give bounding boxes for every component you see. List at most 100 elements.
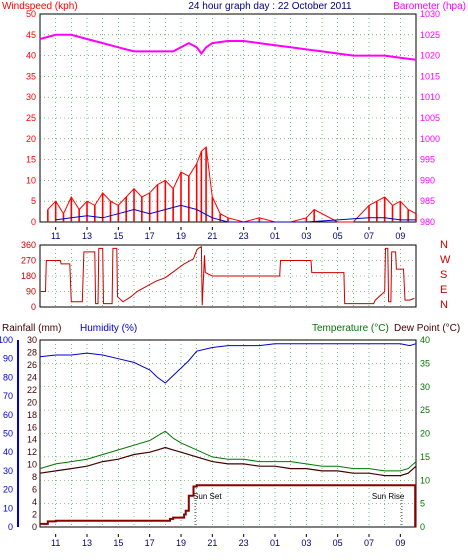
compass-label: S: [440, 269, 447, 281]
compass-label: N: [440, 239, 448, 251]
humidity-tick-label: 40: [3, 447, 13, 457]
barometer-axis-title: Barometer (hpa): [393, 1, 466, 12]
compass-label: E: [440, 284, 447, 296]
direction-tick-label: 360: [21, 240, 36, 250]
wind-xtick-label: 19: [176, 231, 186, 241]
rainfall-tick-label: 30: [27, 335, 37, 345]
barometer-tick-label: 1000: [420, 134, 440, 144]
barometer-line: [39, 33, 417, 61]
temp-xtick-label: 11: [51, 538, 60, 548]
windspeed-tick-label: 15: [26, 155, 36, 165]
windspeed-tick-label: 5: [31, 196, 36, 206]
rainfall-tick-label: 24: [27, 372, 37, 382]
temperature-tick-label: 30: [420, 382, 430, 392]
dewpoint-line: [39, 446, 417, 477]
rainfall-tick-label: 22: [27, 385, 37, 395]
wind-xtick-label: 23: [239, 231, 249, 241]
barometer-tick-label: 1005: [420, 113, 440, 123]
temperature-tick-label: 15: [420, 452, 430, 462]
compass-label: W: [440, 254, 451, 266]
windspeed-tick-label: 25: [26, 113, 36, 123]
windspeed-tick-label: 35: [26, 71, 36, 81]
rainfall-tick-label: 20: [27, 397, 37, 407]
temp-xtick-label: 05: [333, 538, 343, 548]
wind-xtick-label: 15: [113, 231, 123, 241]
humidity-tick-label: 20: [3, 485, 13, 495]
rainfall-tick-label: 14: [27, 435, 37, 445]
humidity-tick-label: 0: [8, 522, 13, 532]
wind-xtick-label: 17: [145, 231, 155, 241]
barometer-tick-label: 1010: [420, 92, 440, 102]
temp-xtick-label: 21: [207, 538, 217, 548]
rainfall-tick-label: 8: [32, 472, 37, 482]
temp-xtick-label: 09: [395, 538, 405, 548]
direction-tick-label: 180: [21, 271, 36, 281]
sunset-label: Sun Set: [193, 492, 222, 501]
humidity-tick-label: 30: [3, 466, 13, 476]
windspeed-tick-label: 0: [31, 217, 36, 227]
humidity-tick-label: 90: [3, 354, 13, 364]
rainfall-tick-label: 2: [32, 510, 37, 520]
rainfall-tick-label: 26: [27, 360, 37, 370]
temp-xtick-label: 13: [82, 538, 92, 548]
compass-label: N: [440, 299, 448, 311]
rainfall-tick-label: 28: [27, 347, 37, 357]
barometer-tick-label: 1020: [420, 51, 440, 61]
humidity-tick-label: 80: [3, 372, 13, 382]
barometer-tick-label: 990: [420, 175, 435, 185]
wind-direction-line: [40, 245, 415, 306]
rainfall-tick-label: 4: [32, 497, 37, 507]
temp-xtick-label: 23: [239, 538, 249, 548]
temp-xtick-label: 19: [176, 538, 186, 548]
barometer-tick-label: 995: [420, 155, 435, 165]
humidity-axis-title: Humidity (%): [80, 323, 137, 334]
windspeed-line: [47, 146, 417, 223]
windspeed-tick-label: 20: [26, 134, 36, 144]
chart-title-text: 24 hour graph day : 22 October 2011: [188, 1, 352, 12]
wind-average-line: [55, 204, 416, 223]
barometer-tick-label: 985: [420, 196, 435, 206]
windspeed-tick-label: 30: [26, 92, 36, 102]
windspeed-tick-label: 40: [26, 51, 36, 61]
windspeed-tick-label: 10: [26, 175, 36, 185]
rainfall-tick-label: 6: [32, 485, 37, 495]
wind-xtick-label: 05: [333, 231, 343, 241]
barometer-tick-label: 1015: [420, 71, 440, 81]
windspeed-tick-label: 45: [26, 30, 36, 40]
temp-xtick-label: 07: [364, 538, 374, 548]
rainfall-axis-title: Rainfall (mm): [2, 323, 61, 334]
barometer-tick-label: 980: [420, 217, 435, 227]
temperature-line: [39, 430, 417, 472]
wind-xtick-label: 21: [207, 231, 217, 241]
rainfall-line: [40, 484, 417, 527]
humidity-tick-label: 10: [3, 503, 13, 513]
direction-tick-label: 0: [31, 302, 36, 312]
rainfall-tick-label: 10: [27, 460, 37, 470]
rainfall-tick-label: 12: [27, 447, 37, 457]
temperature-tick-label: 25: [420, 405, 430, 415]
temperature-tick-label: 10: [420, 475, 430, 485]
temperature-tick-label: 20: [420, 429, 430, 439]
barometer-tick-label: 1025: [420, 30, 440, 40]
temp-xtick-label: 01: [270, 538, 280, 548]
temperature-tick-label: 35: [420, 358, 430, 368]
windspeed-tick-label: 50: [26, 9, 36, 19]
rainfall-tick-label: 0: [32, 522, 37, 532]
temperature-tick-label: 0: [420, 522, 425, 532]
temperature-tick-label: 40: [420, 335, 430, 345]
windspeed-axis-title: Windspeed (kph): [2, 1, 78, 12]
rainfall-tick-label: 18: [27, 410, 37, 420]
humidity-tick-label: 100: [0, 335, 13, 345]
barometer-tick-label: 1030: [420, 9, 440, 19]
humidity-tick-label: 50: [3, 429, 13, 439]
rainfall-tick-label: 16: [27, 422, 37, 432]
wind-xtick-label: 07: [364, 231, 374, 241]
wind-xtick-label: 13: [82, 231, 92, 241]
sunrise-label: Sun Rise: [372, 492, 405, 501]
direction-tick-label: 90: [26, 287, 36, 297]
wind-xtick-label: 09: [395, 231, 405, 241]
direction-tick-label: 270: [21, 256, 36, 266]
dewpoint-axis-title: Dew Point (°C): [394, 323, 460, 334]
temp-xtick-label: 15: [113, 538, 123, 548]
